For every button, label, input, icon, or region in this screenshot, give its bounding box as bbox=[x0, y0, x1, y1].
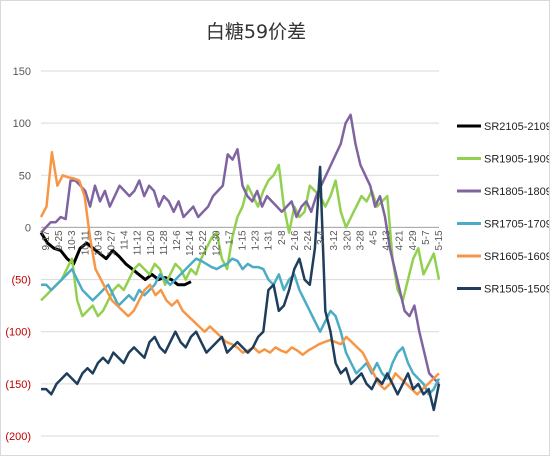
legend-item: SR1805-1809 bbox=[457, 186, 549, 198]
legend-label: SR1805-1809 bbox=[484, 186, 549, 198]
x-tick-label: 12-6 bbox=[172, 230, 183, 250]
x-tick-label: 2-8 bbox=[277, 230, 288, 245]
x-tick-label: 4-13 bbox=[382, 230, 393, 250]
x-tick-label: 11-12 bbox=[133, 230, 144, 255]
legend-label: SR1905-1909 bbox=[484, 154, 549, 166]
x-tick-label: 1-31 bbox=[264, 230, 275, 250]
x-tick-label: 4-5 bbox=[369, 230, 380, 245]
x-tick-label: 1-15 bbox=[238, 230, 249, 250]
y-tick-label: (100) bbox=[5, 327, 31, 339]
y-axis-ticks: 150 100 50 0 (50) (100) (150) (200) bbox=[5, 66, 31, 443]
legend-label: SR2105-2109 bbox=[484, 121, 549, 133]
x-tick-label: 3-20 bbox=[342, 230, 353, 250]
y-tick-label: (200) bbox=[5, 431, 31, 443]
x-tick-label: 5-15 bbox=[434, 230, 445, 250]
x-tick-label: 5-7 bbox=[421, 230, 432, 245]
x-tick-label: 9-17 bbox=[41, 230, 52, 250]
x-tick-label: 2-16 bbox=[290, 230, 301, 250]
x-tick-label: 3-12 bbox=[329, 230, 340, 250]
chart-title: 白糖59价差 bbox=[206, 21, 306, 43]
series-line-sr2105-2109 bbox=[39, 231, 192, 287]
x-tick-label: 10-27 bbox=[107, 230, 118, 256]
x-tick-label: 11-4 bbox=[120, 230, 131, 250]
x-tick-label: 10-3 bbox=[67, 230, 78, 250]
legend-item: SR1905-1909 bbox=[457, 154, 549, 166]
y-tick-label: (150) bbox=[5, 379, 31, 391]
y-tick-label: 50 bbox=[19, 170, 31, 182]
y-tick-label: 0 bbox=[25, 222, 31, 234]
x-tick-label: 12-30 bbox=[211, 230, 222, 256]
x-tick-label: 1-7 bbox=[224, 230, 235, 245]
series-line-sr1605-1609 bbox=[39, 151, 440, 396]
y-tick-label: 150 bbox=[13, 66, 31, 78]
x-tick-label: 11-28 bbox=[159, 230, 170, 255]
x-tick-label: 9-25 bbox=[54, 230, 65, 250]
x-tick-label: 4-29 bbox=[408, 230, 419, 250]
x-tick-label: 10-19 bbox=[93, 230, 104, 256]
legend-label: SR1605-1609 bbox=[484, 251, 549, 263]
legend-label: SR1705-1709 bbox=[484, 219, 549, 231]
legend-item: SR1705-1709 bbox=[457, 219, 549, 231]
x-tick-label: 11-20 bbox=[146, 230, 157, 255]
y-tick-label: 100 bbox=[13, 118, 31, 130]
y-tick-label: (50) bbox=[11, 275, 31, 287]
x-tick-label: 1-23 bbox=[251, 230, 262, 250]
x-tick-label: 3-28 bbox=[355, 230, 366, 250]
x-tick-label: 4-21 bbox=[395, 230, 406, 250]
series-line-sr1505-1509 bbox=[41, 165, 441, 412]
legend-item: SR2105-2109 bbox=[457, 121, 549, 133]
gridlines bbox=[41, 70, 439, 437]
x-tick-label: 12-14 bbox=[185, 230, 196, 256]
x-tick-label: 3-4 bbox=[316, 230, 327, 245]
x-tick-label: 12-22 bbox=[198, 230, 209, 256]
legend-item: SR1505-1509 bbox=[457, 284, 549, 296]
series-line-sr1805-1809 bbox=[40, 113, 440, 385]
series-lines bbox=[39, 113, 441, 412]
legend-item: SR1605-1609 bbox=[457, 251, 549, 263]
x-tick-label: 2-24 bbox=[303, 230, 314, 250]
legend: SR2105-2109 SR1905-1909 SR1805-1809 SR1705-… bbox=[457, 121, 549, 296]
x-tick-label: 10-11 bbox=[80, 230, 91, 255]
x-axis-ticks: 9-17 9-25 10-3 10-11 10-19 10-27 11-4 11-12 11-2… bbox=[41, 230, 445, 256]
legend-label: SR1505-1509 bbox=[484, 284, 549, 296]
